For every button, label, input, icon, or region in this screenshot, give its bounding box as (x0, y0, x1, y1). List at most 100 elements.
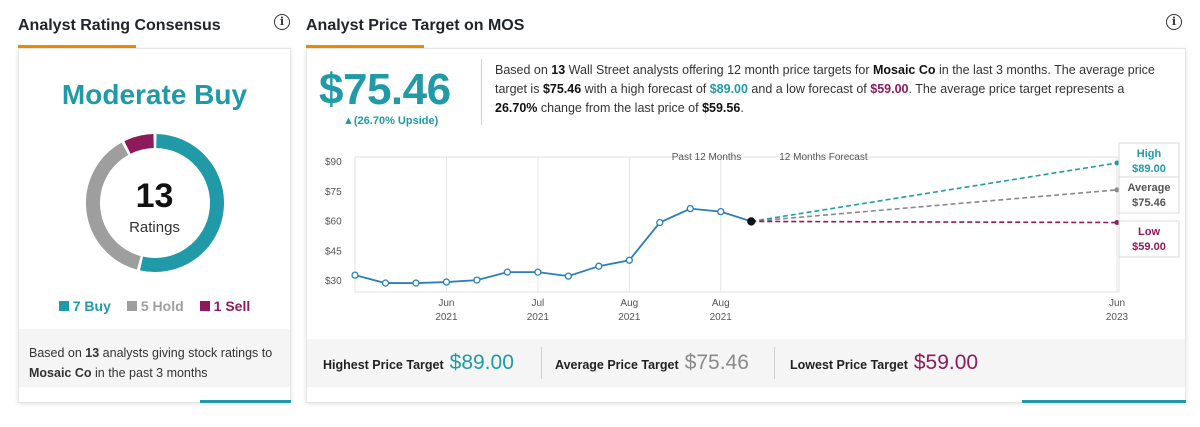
x-tick-month: Jul (531, 298, 544, 309)
highest-target-value: $89.00 (449, 351, 514, 374)
legend-buy: 7 Buy (58, 298, 111, 314)
price-target-summary-bar: Highest Price Target $89.00 Average Pric… (307, 339, 1185, 387)
period-label-forecast: 12 Months Forecast (779, 152, 868, 163)
desc-part: change from the last price of (537, 101, 703, 115)
average-target-value: $75.46 (684, 351, 749, 374)
desc-high: $89.00 (709, 82, 748, 96)
y-tick-label: $90 (325, 157, 342, 168)
separator (481, 59, 482, 125)
y-tick-label: $60 (325, 217, 342, 228)
forecast-line-average (751, 189, 1118, 223)
desc-part: . (740, 101, 744, 115)
forecast-label-high: High $89.00 (1118, 142, 1180, 180)
history-point[interactable] (442, 278, 451, 286)
history-point[interactable] (381, 279, 390, 287)
forecast-line-low (751, 220, 1118, 224)
donut-segment-buy (140, 134, 224, 272)
orange-tab-indicator (18, 45, 136, 49)
desc-part: Wall Street analysts offering 12 month p… (565, 63, 873, 77)
teal-accent-right (1022, 400, 1186, 403)
forecast-point-low (1114, 220, 1120, 226)
lowest-target-value: $59.00 (913, 351, 979, 374)
y-tick-label: $75 (325, 187, 342, 198)
forecast-label-value: $75.46 (1132, 197, 1166, 209)
history-point[interactable] (717, 207, 725, 216)
forecast-label-name: Average (1127, 182, 1170, 194)
y-tick-label: $30 (325, 276, 342, 287)
legend-hold: 5 Hold (126, 298, 184, 314)
history-point[interactable] (351, 271, 359, 279)
legend-sell: 1 Sell (199, 298, 250, 314)
rating-consensus-title: Analyst Rating Consensus (18, 17, 221, 34)
x-tick-year: 2021 (527, 312, 550, 323)
history-line (354, 207, 752, 284)
info-icon-2[interactable]: i (1166, 14, 1182, 30)
summary-separator (541, 347, 542, 379)
legend-buy-label: 7 Buy (72, 298, 111, 314)
history-point[interactable] (686, 204, 694, 213)
footer-suffix: in the past 3 months (91, 366, 208, 380)
rating-consensus-card: Moderate Buy 13 Ratings 7 Buy 5 Hold 1 S… (18, 48, 291, 403)
desc-last: $59.56 (702, 101, 741, 115)
hold-swatch (126, 301, 137, 311)
lowest-target-label: Lowest Price Target (790, 358, 908, 372)
ratings-donut-chart (86, 134, 224, 272)
average-target: Average Price Target $75.46 (555, 351, 749, 375)
teal-accent-left (200, 400, 291, 403)
average-price-target: $75.46 (319, 65, 451, 114)
upside-percent: ▲(26.70% Upside) (343, 115, 439, 127)
desc-part: in the last 3 months. The average price … (495, 63, 1155, 96)
forecast-label-name: Low (1138, 226, 1160, 238)
total-ratings-count: 13 (135, 177, 174, 215)
desc-part: Based on (495, 63, 552, 77)
history-point[interactable] (473, 276, 481, 284)
desc-part: . The average price target represents a (908, 82, 1125, 96)
desc-change: 26.70% (495, 101, 538, 115)
footer-prefix: Based on (29, 346, 86, 360)
ratings-label: Ratings (129, 219, 180, 236)
forecast-label-value: $89.00 (1132, 163, 1166, 175)
footer-company: Mosaic Co (29, 366, 92, 380)
forecast-label-value: $59.00 (1132, 241, 1166, 253)
forecast-point-average (1114, 187, 1120, 193)
desc-count: 13 (551, 63, 566, 77)
history-point[interactable] (534, 268, 542, 276)
y-tick-label: $45 (325, 246, 342, 257)
history-point[interactable] (412, 279, 420, 287)
price-target-chart: $90 $75 $60 $45 $30 Jun 2021 Jul 2021 Aug 2021 Aug 2… (325, 142, 1180, 323)
x-tick-year: 2023 (1106, 312, 1129, 323)
price-target-card: $75.46 ▲(26.70% Upside) Based on 13 Wall… (306, 48, 1186, 403)
forecast-line-high (751, 162, 1118, 223)
donut-segment-hold (86, 142, 141, 270)
footer-count: 13 (85, 346, 100, 360)
history-point[interactable] (656, 218, 664, 227)
x-tick-month: Jun (438, 298, 454, 309)
x-tick-month: Aug (620, 298, 638, 309)
x-tick-month: Jun (1109, 298, 1125, 309)
lowest-target: Lowest Price Target $59.00 (790, 351, 978, 375)
desc-part: with a high forecast of (581, 82, 710, 96)
info-icon[interactable]: i (274, 14, 290, 30)
chart-frame (354, 156, 1120, 293)
desc-avg: $75.46 (542, 82, 582, 96)
desc-company: Mosaic Co (873, 63, 936, 77)
summary-separator (774, 347, 775, 379)
sell-swatch (199, 301, 210, 311)
forecast-label-name: High (1137, 148, 1162, 160)
history-point[interactable] (625, 256, 633, 264)
average-target-label: Average Price Target (555, 358, 679, 372)
history-point[interactable] (564, 272, 573, 280)
highest-target-label: Highest Price Target (323, 358, 444, 372)
legend-hold-label: 5 Hold (140, 298, 184, 314)
donut-segment-sell (124, 134, 155, 154)
history-point[interactable] (503, 268, 512, 276)
x-tick-year: 2021 (435, 312, 458, 323)
history-point[interactable] (595, 262, 603, 270)
forecast-label-average: Average $75.46 (1118, 176, 1180, 214)
rating-footer-text: Based on 13 analysts giving stock rating… (19, 329, 290, 387)
consensus-label: Moderate Buy (61, 79, 248, 110)
history-point[interactable] (747, 217, 756, 226)
price-target-description: Based on 13 Wall Street analysts offerin… (495, 61, 1165, 118)
buy-swatch (58, 301, 69, 311)
forecast-point-high (1114, 160, 1120, 166)
